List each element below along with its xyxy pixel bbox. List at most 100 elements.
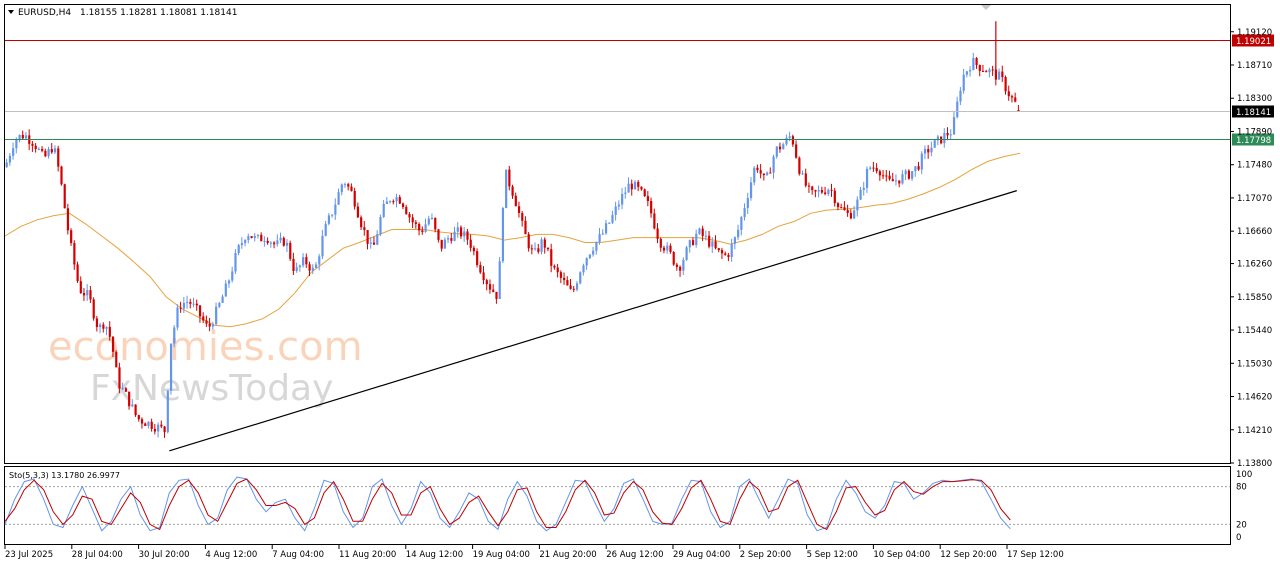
resistance-price-label: 1.19021 xyxy=(1236,37,1271,47)
bear-candle xyxy=(79,281,82,294)
bear-candle xyxy=(985,71,988,73)
bear-candle xyxy=(769,172,772,174)
bull-candle xyxy=(131,404,134,407)
bear-candle xyxy=(108,326,111,337)
bull-candle xyxy=(711,241,714,247)
bull-candle xyxy=(311,267,314,271)
bear-candle xyxy=(843,207,846,211)
bear-candle xyxy=(891,179,894,182)
horizontal-lines-layer: 1.19021 1.18141 1.17798 xyxy=(5,34,1274,146)
time-tick-label: 28 Jul 04:00 xyxy=(72,550,123,560)
bear-candle xyxy=(95,318,99,328)
bull-candle xyxy=(753,167,756,183)
bear-candle xyxy=(488,284,492,290)
bull-candle xyxy=(385,201,389,204)
bear-candle xyxy=(63,184,66,209)
bull-candle xyxy=(5,162,8,168)
bear-candle xyxy=(653,213,656,229)
bear-candle xyxy=(195,303,198,306)
scroll-marker-icon[interactable] xyxy=(981,5,991,10)
bear-candle xyxy=(724,253,727,255)
bull-candle xyxy=(318,256,321,265)
bear-candle xyxy=(76,264,79,282)
symbol-dropdown-icon[interactable] xyxy=(8,10,14,14)
bull-candle xyxy=(253,235,256,238)
bear-candle xyxy=(366,230,369,244)
bull-candle xyxy=(582,265,585,273)
bull-candle xyxy=(295,267,298,271)
bear-candle xyxy=(572,288,575,290)
bear-candle xyxy=(111,336,115,352)
bull-candle xyxy=(862,187,865,190)
bull-candle xyxy=(601,233,604,235)
bull-candle xyxy=(730,243,733,257)
bull-candle xyxy=(147,421,150,426)
bear-candle xyxy=(511,186,514,196)
bear-candle xyxy=(811,186,814,191)
bear-candle xyxy=(517,206,521,214)
bull-candle xyxy=(749,182,753,199)
price-tick-label: 1.15440 xyxy=(1237,326,1272,336)
bear-candle xyxy=(756,167,759,171)
bull-candle xyxy=(865,168,869,188)
stochastic-tick-label: 0 xyxy=(1236,533,1241,543)
bear-candle xyxy=(524,220,527,235)
bull-candle xyxy=(218,302,221,307)
time-tick-label: 11 Aug 20:00 xyxy=(339,550,396,560)
bear-candle xyxy=(41,148,44,151)
bull-candle xyxy=(685,247,688,260)
bear-candle xyxy=(917,166,920,170)
bear-candle xyxy=(1010,96,1014,98)
stochastic-main-line xyxy=(4,476,1011,532)
price-tick-label: 1.14210 xyxy=(1237,426,1272,436)
bull-candle xyxy=(263,240,266,242)
bear-candle xyxy=(556,267,559,273)
bear-candle xyxy=(450,238,453,241)
bear-candle xyxy=(720,250,724,254)
bull-candle xyxy=(173,327,176,344)
bull-candle xyxy=(447,238,450,240)
price-tick-label: 1.18300 xyxy=(1237,94,1272,104)
bear-candle xyxy=(476,251,479,265)
bear-candle xyxy=(798,157,801,174)
bear-candle xyxy=(198,305,202,317)
watermark-economies: economies.com xyxy=(48,324,363,370)
bull-candle xyxy=(869,167,872,169)
bull-candle xyxy=(856,199,859,211)
bull-candle xyxy=(585,258,588,266)
bull-candle xyxy=(37,148,41,150)
bear-candle xyxy=(292,258,295,271)
trendline-layer xyxy=(169,190,1017,452)
bear-candle xyxy=(360,217,363,228)
bull-candle xyxy=(501,208,505,262)
bear-candle xyxy=(414,222,418,224)
time-tick-label: 2 Sep 20:00 xyxy=(740,550,791,560)
bull-candle xyxy=(334,204,337,215)
bear-candle xyxy=(115,351,118,368)
bull-candle xyxy=(192,303,195,305)
bear-candle xyxy=(418,223,421,231)
bull-candle xyxy=(904,170,907,175)
bear-candle xyxy=(727,254,730,257)
bear-candle xyxy=(153,428,157,432)
bull-candle xyxy=(8,155,12,163)
bull-candle xyxy=(859,189,862,200)
bear-candle xyxy=(202,316,205,321)
bull-candle xyxy=(695,233,698,245)
bear-candle xyxy=(714,241,717,249)
bull-candle xyxy=(785,137,788,145)
time-tick-label: 4 Aug 12:00 xyxy=(205,550,257,560)
bear-candle xyxy=(840,207,843,209)
stochastic-label: Sto(5,3,3) 13.1780 26.9977 xyxy=(9,471,120,480)
bear-candle xyxy=(527,234,530,249)
resistance-price-tag xyxy=(1232,34,1274,47)
bear-candle xyxy=(807,185,811,187)
bear-candle xyxy=(347,184,350,187)
bull-candle xyxy=(949,134,952,136)
bear-candle xyxy=(356,206,360,218)
bear-candle xyxy=(846,210,849,213)
bull-candle xyxy=(534,248,537,250)
bull-candle xyxy=(247,236,250,241)
bear-candle xyxy=(469,239,472,248)
